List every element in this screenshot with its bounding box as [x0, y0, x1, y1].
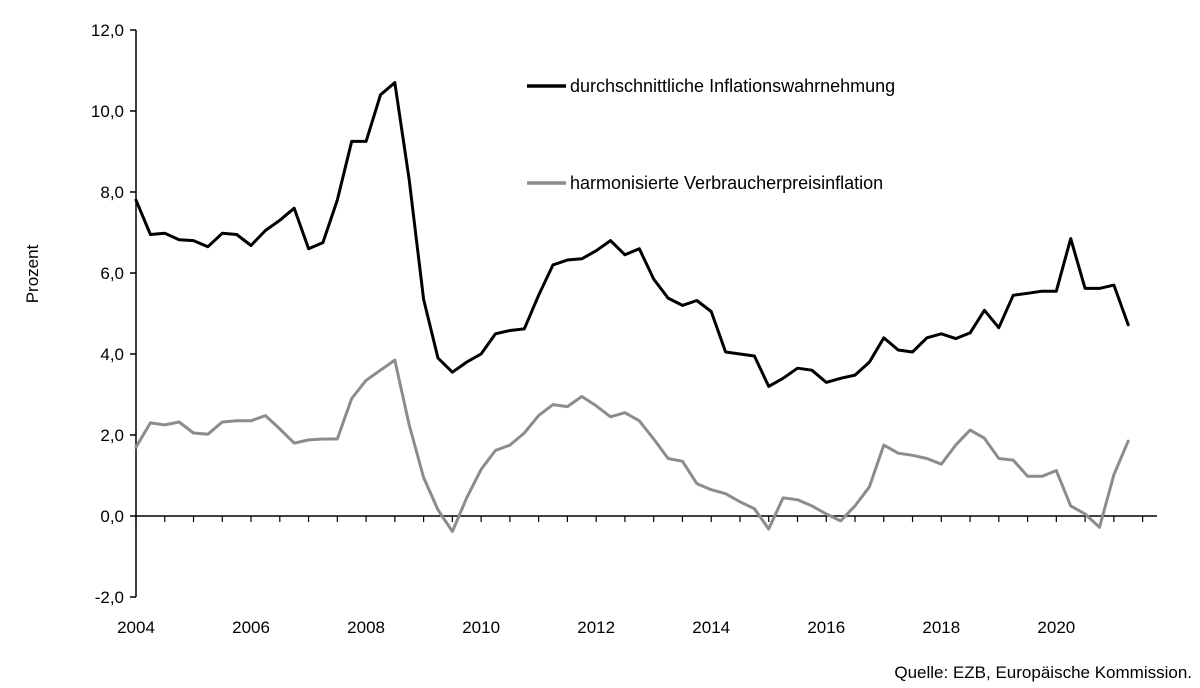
legend: durchschnittliche Inflationswahrnehmung … — [527, 76, 895, 193]
x-tick-label: 2010 — [462, 618, 500, 637]
x-tick-label: 2018 — [922, 618, 960, 637]
source-note: Quelle: EZB, Europäische Kommission. — [894, 663, 1192, 682]
y-tick-label: 10,0 — [91, 102, 124, 121]
y-tick-label: 6,0 — [100, 264, 124, 283]
x-tick-label: 2008 — [347, 618, 385, 637]
x-tick-label: 2016 — [807, 618, 845, 637]
y-axis-title: Prozent — [23, 244, 42, 303]
x-tick-label: 2012 — [577, 618, 615, 637]
legend-label-perceived: durchschnittliche Inflationswahrnehmung — [570, 76, 895, 96]
series-line-perceived — [134, 81, 1130, 388]
series-line-hicp — [134, 358, 1130, 533]
y-axis-ticks: -2,0 0,0 2,0 4,0 6,0 8,0 10,0 12,0 — [91, 21, 136, 607]
x-axis-ticks: 2004 2006 2008 2010 2012 2014 2016 2018 2020 — [117, 516, 1144, 637]
y-tick-label: 0,0 — [100, 507, 124, 526]
y-tick-label: 4,0 — [100, 345, 124, 364]
x-tick-label: 2020 — [1037, 618, 1075, 637]
series-lines — [134, 81, 1130, 533]
x-tick-label: 2014 — [692, 618, 730, 637]
y-tick-label: 12,0 — [91, 21, 124, 40]
y-tick-label: -2,0 — [95, 588, 124, 607]
legend-label-hicp: harmonisierte Verbraucherpreisinflation — [570, 173, 883, 193]
y-tick-label: 8,0 — [100, 183, 124, 202]
axes — [135, 30, 1157, 597]
x-tick-label: 2006 — [232, 618, 270, 637]
y-tick-label: 2,0 — [100, 426, 124, 445]
x-tick-label: 2004 — [117, 618, 155, 637]
